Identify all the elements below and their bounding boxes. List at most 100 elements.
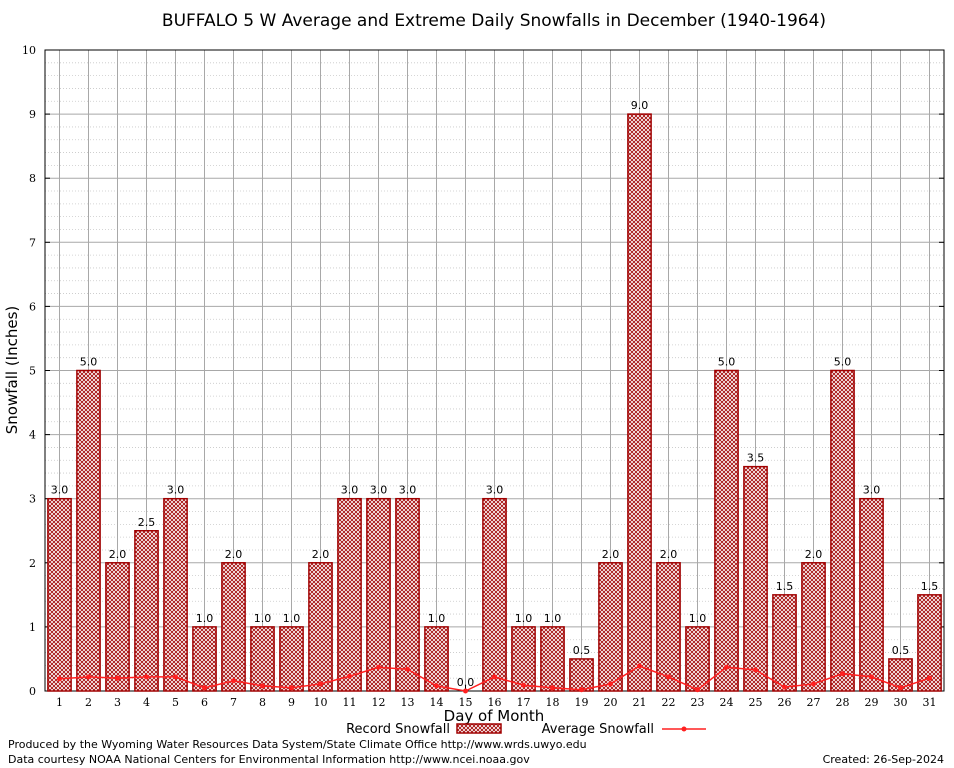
bar-record-day-13 xyxy=(395,497,420,692)
x-tick-label: 31 xyxy=(923,696,937,709)
x-tick-label: 1 xyxy=(56,696,63,709)
legend-label-record: Record Snowfall xyxy=(346,722,450,737)
footer-produced: Produced by the Wyoming Water Resources … xyxy=(8,738,587,751)
y-tick-label: 2 xyxy=(29,557,36,570)
bar-value-label: 1.5 xyxy=(921,580,939,593)
bar-record-day-6 xyxy=(192,626,217,692)
x-tick-label: 23 xyxy=(691,696,705,709)
x-tick-label: 13 xyxy=(401,696,415,709)
bar-value-label: 3.5 xyxy=(747,452,765,465)
x-tick-label: 20 xyxy=(604,696,618,709)
bar-record-day-18 xyxy=(540,626,565,692)
average-point-day-22 xyxy=(666,674,671,680)
x-tick-label: 16 xyxy=(488,696,502,709)
bar-record-day-11 xyxy=(337,497,362,692)
bar-value-label: 1.0 xyxy=(196,612,214,625)
x-tick-label: 24 xyxy=(720,696,734,709)
average-point-day-6 xyxy=(202,685,207,691)
bar-record-day-7 xyxy=(221,562,246,692)
average-point-day-29 xyxy=(869,674,874,680)
bar-value-label: 1.0 xyxy=(689,612,707,625)
average-point-day-3 xyxy=(115,675,120,681)
bar-value-label: 3.0 xyxy=(399,484,417,497)
x-tick-label: 22 xyxy=(662,696,676,709)
chart-title: BUFFALO 5 W Average and Extreme Daily Sn… xyxy=(162,11,826,31)
x-tick-label: 25 xyxy=(749,696,763,709)
bar-value-label: 1.0 xyxy=(254,612,272,625)
bar-record-day-21 xyxy=(627,113,652,692)
bar-record-day-4 xyxy=(134,530,159,692)
y-axis: 0 1 2 3 4 5 6 7 8 9 10 xyxy=(22,44,944,698)
bar-record-day-12 xyxy=(366,497,391,692)
bar-record-day-25 xyxy=(743,465,768,692)
average-point-day-10 xyxy=(318,681,323,687)
bar-record-day-8 xyxy=(250,626,275,692)
bar-record-day-31 xyxy=(917,594,942,692)
bar-value-label: 2.0 xyxy=(312,548,330,561)
average-point-day-25 xyxy=(753,667,758,673)
x-tick-label: 27 xyxy=(807,696,821,709)
y-tick-label: 5 xyxy=(29,365,36,378)
y-tick-label: 1 xyxy=(29,621,36,634)
bar-record-day-27 xyxy=(801,562,826,692)
average-point-day-28 xyxy=(840,671,845,677)
x-tick-label: 26 xyxy=(778,696,792,709)
x-tick-label: 5 xyxy=(172,696,179,709)
x-tick-label: 14 xyxy=(430,696,444,709)
bar-value-label: 1.5 xyxy=(776,580,794,593)
average-point-day-4 xyxy=(144,674,149,680)
bar-record-day-26 xyxy=(772,594,797,692)
x-tick-label: 19 xyxy=(575,696,589,709)
average-point-day-17 xyxy=(521,682,526,688)
bar-record-day-28 xyxy=(830,369,855,692)
y-tick-label: 8 xyxy=(29,172,36,185)
bar-value-label: 1.0 xyxy=(544,612,562,625)
bar-record-day-3 xyxy=(105,562,130,692)
x-axis: 1 2 3 4 5 6 7 8 9 10 11 12 13 14 15 16 17 18 19 20 21 22 23 24 2… xyxy=(56,686,937,709)
legend-swatch-record xyxy=(456,723,502,734)
average-point-day-21 xyxy=(637,663,642,669)
bar-value-label: 3.0 xyxy=(51,484,69,497)
bar-value-label: 2.0 xyxy=(660,548,678,561)
y-tick-label: 4 xyxy=(29,429,36,442)
x-tick-label: 28 xyxy=(836,696,850,709)
bar-record-day-16 xyxy=(482,497,507,692)
bar-value-label: 2.0 xyxy=(109,548,127,561)
x-tick-label: 18 xyxy=(546,696,560,709)
bar-value-label: 2.0 xyxy=(225,548,243,561)
average-point-day-2 xyxy=(86,674,91,680)
average-point-day-9 xyxy=(289,685,294,691)
average-point-day-31 xyxy=(927,675,932,681)
average-point-day-18 xyxy=(550,685,555,691)
x-tick-label: 11 xyxy=(343,696,357,709)
bar-value-label: 0.5 xyxy=(892,644,910,657)
average-point-day-7 xyxy=(231,678,236,684)
bar-value-label: 1.0 xyxy=(515,612,533,625)
bar-value-label: 5.0 xyxy=(80,356,98,369)
bar-record-day-9 xyxy=(279,626,304,692)
x-tick-label: 7 xyxy=(230,696,237,709)
bar-value-label: 3.0 xyxy=(863,484,881,497)
bar-value-label: 1.0 xyxy=(428,612,446,625)
average-point-day-5 xyxy=(173,674,178,680)
bar-record-day-17 xyxy=(511,626,536,692)
y-tick-label: 3 xyxy=(29,493,36,506)
bar-record-day-2 xyxy=(76,369,101,692)
bar-value-label: 5.0 xyxy=(718,356,736,369)
average-point-day-27 xyxy=(811,681,816,687)
x-tick-label: 6 xyxy=(201,696,208,709)
x-tick-label: 30 xyxy=(894,696,908,709)
x-tick-label: 15 xyxy=(459,696,473,709)
bars: 3.0 5.0 2.0 2.5 3.0 1.0 2.0 1.0 1.0 2.0 3.0 3.0 3.0 1… xyxy=(47,99,942,692)
bar-record-day-23 xyxy=(685,626,710,692)
bar-record-day-14 xyxy=(424,626,449,692)
average-point-day-16 xyxy=(492,674,497,680)
bar-value-label: 2.0 xyxy=(805,548,823,561)
average-point-day-14 xyxy=(434,683,439,689)
y-tick-label: 7 xyxy=(29,236,36,249)
bar-value-label: 3.0 xyxy=(167,484,185,497)
average-point-day-1 xyxy=(57,676,62,682)
x-tick-label: 2 xyxy=(85,696,92,709)
x-tick-label: 17 xyxy=(517,696,531,709)
